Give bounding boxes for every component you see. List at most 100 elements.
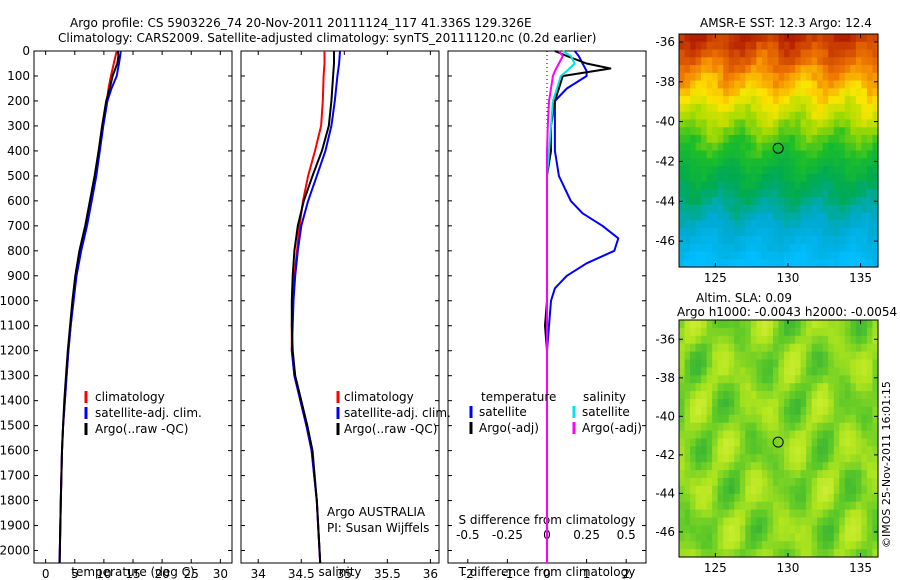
sst-map-cell (861, 173, 868, 183)
sla-map-cell (761, 391, 769, 400)
sst-map-cell (690, 189, 697, 198)
depth-tick-label: 1300 (0, 369, 30, 383)
sla-map-cell (872, 399, 879, 408)
sla-map-cell (745, 320, 752, 329)
sst-map-cell (861, 34, 868, 43)
sst-map-cell (811, 96, 818, 105)
sst-map-cell (828, 158, 835, 167)
sla-map-cell (817, 351, 824, 361)
sla-map-cell (739, 335, 746, 345)
sla-map-cell (756, 383, 763, 392)
sst-map-cell (745, 119, 752, 128)
sla-map-cell (684, 406, 691, 416)
sla-map-cell (800, 462, 807, 471)
sst-map-cell (728, 111, 735, 121)
sla-map-cell (800, 517, 807, 526)
sst-map-cell (772, 88, 780, 97)
argo-position-marker (772, 142, 784, 154)
sla-map-cell (723, 391, 730, 400)
sst-map-cell (784, 80, 791, 89)
sla-map-cell (745, 375, 752, 384)
sst-map-cell (866, 65, 874, 74)
sla-map-cell (789, 462, 796, 471)
sla-map-cell (811, 391, 818, 400)
depth-tick-label: 1800 (0, 494, 30, 508)
sla-map-cell (706, 391, 713, 400)
sla-map-cell (717, 320, 724, 329)
sst-map-cell (850, 228, 857, 237)
sla-map-cell (784, 517, 791, 526)
sla-map-cell (789, 335, 796, 345)
sst-map-cell (684, 80, 691, 89)
sla-map-cell (690, 414, 697, 424)
sst-map-cell (690, 173, 697, 183)
sla-map-cell (850, 549, 857, 558)
sla-map-cell (811, 493, 818, 503)
sla-map-cell (679, 438, 686, 447)
sst-map-cell (739, 228, 746, 237)
sla-map-cell (750, 525, 757, 534)
sst-map-cell (872, 111, 879, 121)
sst-map-cell (778, 119, 785, 128)
sla-map-cell (717, 367, 724, 376)
sst-map-cell (822, 57, 829, 66)
sst-map-cell (839, 204, 846, 214)
sla-map-cell (839, 541, 846, 550)
sla-map-cell (745, 351, 752, 361)
legend-label: climatology (95, 390, 165, 404)
x-tick-label: 0 (42, 567, 50, 580)
sst-map-cell (828, 166, 835, 175)
sst-map-cell (817, 235, 824, 245)
sla-map-cell (795, 367, 802, 376)
sla-map-cell (828, 470, 835, 479)
sla-map-cell (844, 414, 851, 424)
sla-map-cell (756, 430, 763, 440)
sla-map-cell (806, 399, 813, 408)
sst-map-cell (800, 150, 807, 159)
sst-map-cell (695, 189, 702, 198)
sla-map-cell (712, 478, 719, 487)
sla-map-cell (684, 446, 691, 455)
sla-map-cell (728, 533, 735, 542)
sst-map-cell (822, 41, 829, 51)
sst-map-cell (750, 119, 757, 128)
sla-map-cell (844, 399, 851, 408)
sst-map-cell (850, 243, 857, 253)
sst-map-cell (789, 119, 796, 128)
sla-map-cell (822, 501, 829, 511)
sst-map-cell (723, 158, 730, 167)
sst-map-cell (866, 150, 874, 159)
sst-map-cell (712, 251, 719, 260)
sst-map-cell (734, 57, 741, 66)
sla-map-cell (761, 438, 769, 447)
sla-map-cell (833, 501, 840, 511)
sla-map-cell (717, 533, 724, 542)
sla-map-cell (844, 509, 851, 519)
sst-map-cell (795, 189, 802, 198)
sst-map-cell (679, 259, 686, 268)
sla-map-cell (734, 446, 741, 455)
sla-map-cell (717, 375, 724, 384)
sla-map-cell (844, 367, 851, 376)
sla-map-cell (784, 375, 791, 384)
sst-map-cell (701, 57, 708, 66)
sst-map-cell (872, 243, 879, 253)
sla-map-cell (695, 375, 702, 384)
sst-map-cell (761, 204, 769, 214)
sst-map-cell (806, 181, 813, 190)
sst-map-cell (728, 259, 735, 268)
sla-map-cell (850, 383, 857, 392)
sla-map-cell (695, 462, 702, 471)
sla-map-cell (850, 343, 857, 353)
sst-map-cell (855, 204, 863, 214)
sla-map-cell (761, 533, 769, 542)
sla-map-cell (855, 462, 863, 471)
sst-map-cell (728, 127, 735, 136)
sla-map-cell (728, 525, 735, 534)
sla-map-cell (701, 493, 708, 503)
sla-map-cell (778, 383, 785, 392)
sst-map-cell (778, 220, 785, 229)
sst-map-cell (761, 41, 769, 51)
sla-map-cell (717, 351, 724, 361)
